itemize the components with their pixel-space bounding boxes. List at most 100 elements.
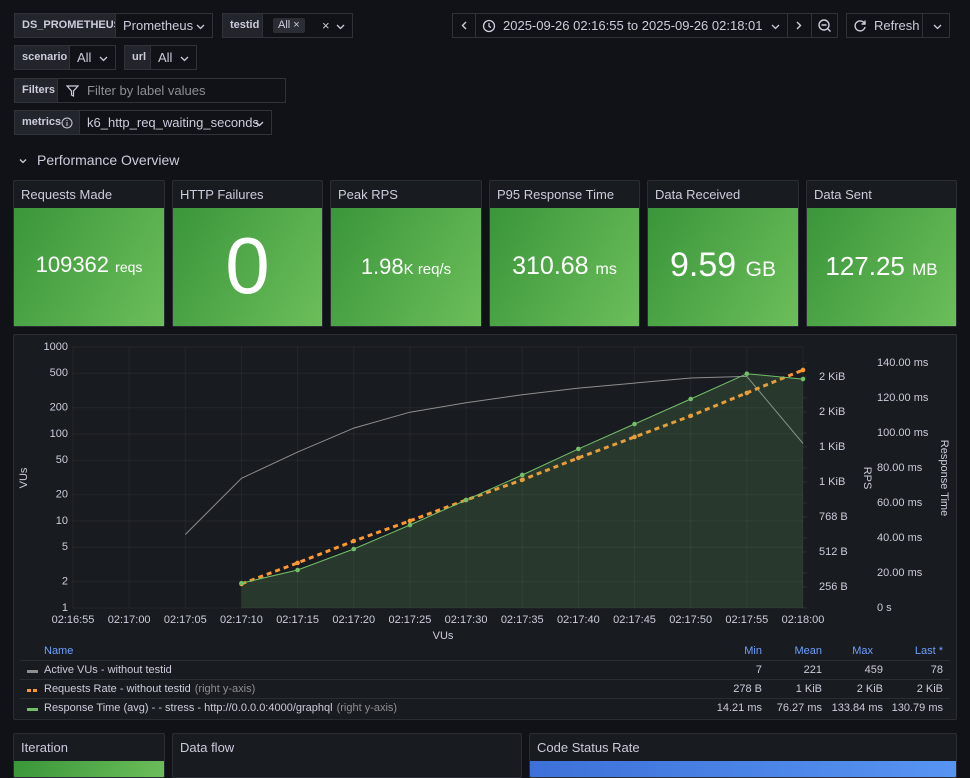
panel-title: HTTP Failures	[180, 187, 264, 202]
panel-title: P95 Response Time	[497, 187, 615, 202]
legend-name[interactable]: Requests Rate - without testid (right y-a…	[44, 683, 255, 695]
stat-background: 0	[173, 208, 322, 326]
variable-select[interactable]: All	[150, 45, 197, 70]
legend-swatch	[27, 708, 38, 711]
x-tick-label: 02:17:35	[501, 614, 544, 626]
variable-value: All	[158, 50, 173, 65]
y-tick-label: 1 KiB	[819, 476, 845, 488]
stat-unit: GB	[745, 258, 776, 281]
stat-panel: HTTP Failures 0	[172, 180, 323, 327]
y-tick-label: 100.00 ms	[877, 427, 929, 439]
x-tick-label: 02:17:40	[557, 614, 600, 626]
clear-icon[interactable]: ×	[322, 18, 330, 33]
y-tick-label: 2 KiB	[819, 406, 845, 418]
y-tick-label: 20	[56, 489, 68, 501]
series-point	[744, 371, 750, 377]
y-tick-label: 1000	[44, 341, 68, 353]
series-point	[351, 538, 357, 544]
y-tick-label: 500	[50, 367, 68, 379]
y-axis-title: VUs	[18, 467, 30, 488]
series-point	[407, 518, 413, 524]
axis-note: (right y-axis)	[336, 702, 398, 714]
x-tick-label: 02:17:25	[389, 614, 432, 626]
x-axis-title: VUs	[433, 630, 454, 642]
y-tick-label: 512 B	[819, 546, 848, 558]
stat-unit: reqs	[115, 259, 143, 275]
x-tick-label: 02:17:00	[108, 614, 151, 626]
legend-header[interactable]: Mean	[794, 645, 822, 657]
chevron-icon	[196, 24, 205, 30]
panel-title: Requests Made	[21, 187, 113, 202]
stat-panel: P95 Response Time 310.68 ms	[489, 180, 640, 327]
stat-background: 109362 reqs	[14, 208, 164, 326]
variable-select[interactable]: Prometheus	[115, 13, 213, 38]
time-range-picker[interactable]: 2025-09-26 02:16:55 to 2025-09-26 02:18:…	[475, 13, 788, 38]
value-chip[interactable]: All ×	[273, 18, 305, 33]
series-point	[407, 522, 413, 528]
variable-label: url	[124, 45, 151, 70]
series-point	[632, 421, 637, 427]
time-forward-button[interactable]	[787, 13, 812, 38]
time-range: 2025-09-26 02:16:55 to 2025-09-26 02:18:…	[503, 18, 763, 33]
stat-background	[530, 761, 956, 777]
legend-swatch	[27, 689, 38, 692]
stat-value: 109362	[35, 252, 110, 277]
variable-select[interactable]: k6_http_req_waiting_seconds	[79, 110, 272, 135]
legend-header[interactable]: Min	[744, 645, 762, 657]
stat-value: 310.68	[512, 252, 589, 280]
x-tick-label: 02:17:45	[613, 614, 656, 626]
legend-value: 2 KiB	[856, 683, 883, 695]
series-name: Active VUs - without testid	[44, 664, 172, 676]
filter-input[interactable]: Filter by label values	[57, 78, 286, 103]
variable-value: Prometheus	[123, 18, 194, 33]
legend-header[interactable]: Name	[44, 645, 74, 657]
variable-select[interactable]: All × ×	[262, 13, 353, 38]
stat-panel: Requests Made 109362 reqs	[13, 180, 165, 327]
clock-icon	[482, 19, 496, 33]
chevron-icon	[336, 24, 345, 30]
legend-name[interactable]: Response Time (avg) - - stress - http://…	[44, 702, 397, 714]
x-tick-label: 02:17:30	[445, 614, 488, 626]
axis-note: (right y-axis)	[194, 683, 256, 695]
chevron-icon	[771, 24, 780, 30]
x-tick-label: 02:16:55	[52, 614, 95, 626]
variable-label: scenario	[14, 45, 70, 70]
series-name: Requests Rate - without testid	[44, 683, 191, 695]
y-tick-label: 200	[50, 402, 68, 414]
chevron-icon	[933, 24, 942, 30]
metrics-label: metrics	[22, 116, 62, 128]
time-back-button[interactable]	[452, 13, 476, 38]
x-tick-label: 02:17:10	[220, 614, 263, 626]
series-point	[463, 497, 469, 503]
legend-name[interactable]: Active VUs - without testid	[44, 664, 172, 676]
legend-header[interactable]: Max	[852, 645, 873, 657]
legend-value: 133.84 ms	[831, 702, 883, 714]
series-point	[688, 413, 693, 419]
legend-value: 221	[803, 664, 822, 676]
series-point	[576, 455, 581, 461]
y-tick-label: 120.00 ms	[877, 392, 929, 404]
refresh-icon	[854, 20, 866, 32]
variable-value: All	[278, 19, 291, 31]
info-icon	[61, 117, 73, 129]
x-tick-label: 02:17:20	[332, 614, 375, 626]
x-tick-label: 02:17:55	[725, 614, 768, 626]
timeseries-chart: 1 2 5 10 20 50 100 200 500 1000 256 B 512 B 768 B 1 K…	[18, 341, 950, 642]
series-point	[688, 396, 693, 402]
series-point	[295, 567, 300, 573]
refresh-button[interactable]: Refresh	[846, 13, 923, 38]
panel-title: Iteration	[21, 740, 68, 755]
zoom-out-button[interactable]	[811, 13, 838, 38]
refresh-interval-button[interactable]	[922, 13, 950, 38]
chevron-icon	[180, 56, 189, 62]
y-tick-label: 100	[50, 428, 68, 440]
stat-value-wrap: 109362 reqs	[14, 252, 164, 278]
stat-unit: MB	[912, 260, 938, 279]
variable-select[interactable]: All	[69, 45, 116, 70]
variable-value: All	[77, 50, 92, 65]
zoom-icon	[818, 19, 831, 32]
chevron-icon	[255, 121, 264, 127]
y-tick-label: 768 B	[819, 511, 848, 523]
legend-header[interactable]: Last *	[914, 645, 943, 657]
